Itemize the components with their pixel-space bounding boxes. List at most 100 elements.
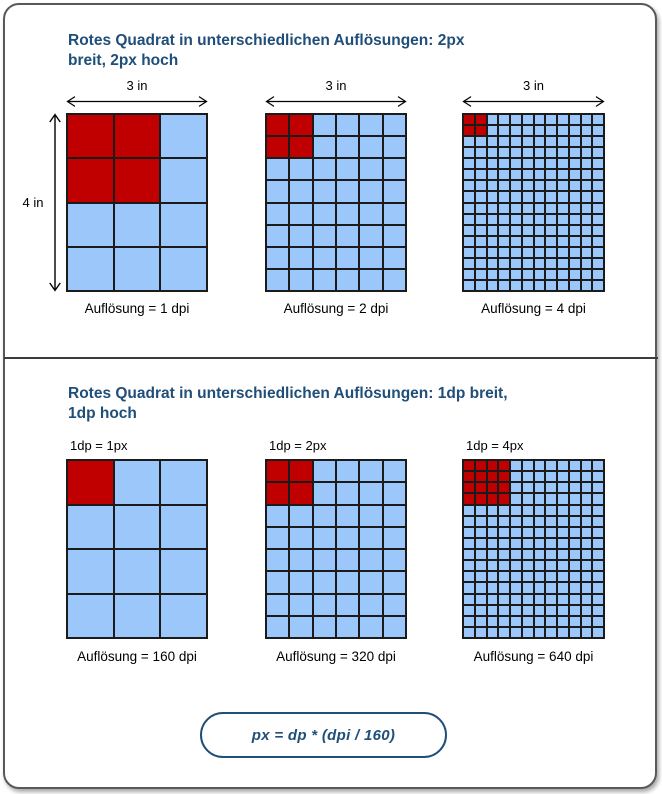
grid-cell: [569, 505, 580, 515]
grid-cell: [569, 214, 580, 224]
grid-cell: [546, 115, 556, 125]
grid-cell: [522, 137, 533, 147]
grid-cell: [475, 126, 486, 136]
grid-cell: [546, 258, 556, 268]
grid-cell: [499, 516, 509, 526]
grid-cell: [464, 192, 474, 202]
grid-cell: [267, 247, 289, 268]
grid-cell: [499, 181, 509, 191]
grid-cell: [534, 203, 545, 213]
grid-cell: [522, 203, 533, 213]
grid-cell: [558, 225, 568, 235]
grid-cell: [475, 494, 486, 504]
grid-cell: [383, 115, 405, 136]
grid-cell: [487, 616, 498, 626]
grid-cell: [546, 170, 556, 180]
grid-cell: [114, 461, 160, 504]
grid-cell: [267, 137, 289, 158]
grid-cell: [593, 472, 603, 482]
grid-cell: [511, 538, 521, 548]
grid-cell: [360, 247, 382, 268]
grid-cell: [546, 236, 556, 246]
grid-cell: [558, 258, 568, 268]
grid-cell: [546, 192, 556, 202]
grid-cell: [558, 516, 568, 526]
formula-text: px = dp * (dpi / 160): [251, 726, 396, 744]
grid-cell: [558, 170, 568, 180]
grid-cell: [313, 572, 335, 593]
grid-cell: [267, 550, 289, 571]
grid-cell: [593, 159, 603, 169]
grid-cell: [522, 247, 533, 257]
grid-cell: [499, 483, 509, 493]
grid-cell: [487, 258, 498, 268]
grid-cell: [313, 115, 335, 136]
grid-cell: [593, 170, 603, 180]
grid-cell: [68, 505, 113, 548]
grid-cell: [522, 181, 533, 191]
grid-cell: [464, 137, 474, 147]
grid-cell: [511, 269, 521, 279]
grid-cell: [511, 516, 521, 526]
grid-cell: [267, 269, 289, 290]
grid-cell: [464, 538, 474, 548]
grid-cell: [522, 627, 533, 637]
grid-cell: [499, 616, 509, 626]
grid-cell: [161, 115, 206, 158]
grid-cell: [546, 505, 556, 515]
grid-cell: [487, 203, 498, 213]
grid-cell: [581, 181, 592, 191]
grid-cell: [558, 126, 568, 136]
grid-cell: [581, 461, 592, 471]
grid-cell: [581, 561, 592, 571]
grid-cell: [464, 527, 474, 537]
grid-cell: [522, 115, 533, 125]
pixel-grid: [66, 459, 208, 639]
grid-cell: [475, 627, 486, 637]
grid-cell: [581, 159, 592, 169]
grid-cell: [68, 594, 113, 637]
grid-cell: [499, 550, 509, 560]
grid-cell: [487, 126, 498, 136]
grid-cell: [581, 550, 592, 560]
grid-cell: [499, 247, 509, 257]
grid-cell: [464, 225, 474, 235]
grid-cell: [558, 472, 568, 482]
grid-cell: [337, 550, 359, 571]
grid-cell: [534, 472, 545, 482]
grid-cell: [511, 583, 521, 593]
grid-cell: [290, 269, 312, 290]
grid-cell: [499, 494, 509, 504]
grid-cell: [475, 605, 486, 615]
grid-cell: [546, 269, 556, 279]
grid-cell: [522, 214, 533, 224]
grid-cell: [290, 159, 312, 180]
grid-cell: [593, 605, 603, 615]
grid-cell: [337, 505, 359, 526]
grid-cell: [337, 594, 359, 615]
grid-cell: [487, 505, 498, 515]
grid-cell: [313, 527, 335, 548]
grid-cell: [546, 516, 556, 526]
grid-cell: [546, 181, 556, 191]
grid-cell: [534, 236, 545, 246]
grid-cell: [546, 461, 556, 471]
grid-cell: [499, 605, 509, 615]
grid-cell: [546, 538, 556, 548]
grid-cell: [511, 572, 521, 582]
grid-cell: [464, 115, 474, 125]
grid-cell: [569, 550, 580, 560]
grid-cell: [337, 137, 359, 158]
grid-cell: [558, 627, 568, 637]
grid-cell: [558, 159, 568, 169]
grid-cell: [546, 494, 556, 504]
grid-cell: [558, 181, 568, 191]
grid-cell: [569, 236, 580, 246]
grid-cell: [114, 159, 160, 202]
section2-title-line1: Rotes Quadrat in unterschiedlichen Auflö…: [68, 385, 508, 402]
grid-cell: [522, 269, 533, 279]
grid-cell: [511, 170, 521, 180]
grid-cell: [290, 137, 312, 158]
grid-cell: [522, 258, 533, 268]
grid-cell: [593, 505, 603, 515]
